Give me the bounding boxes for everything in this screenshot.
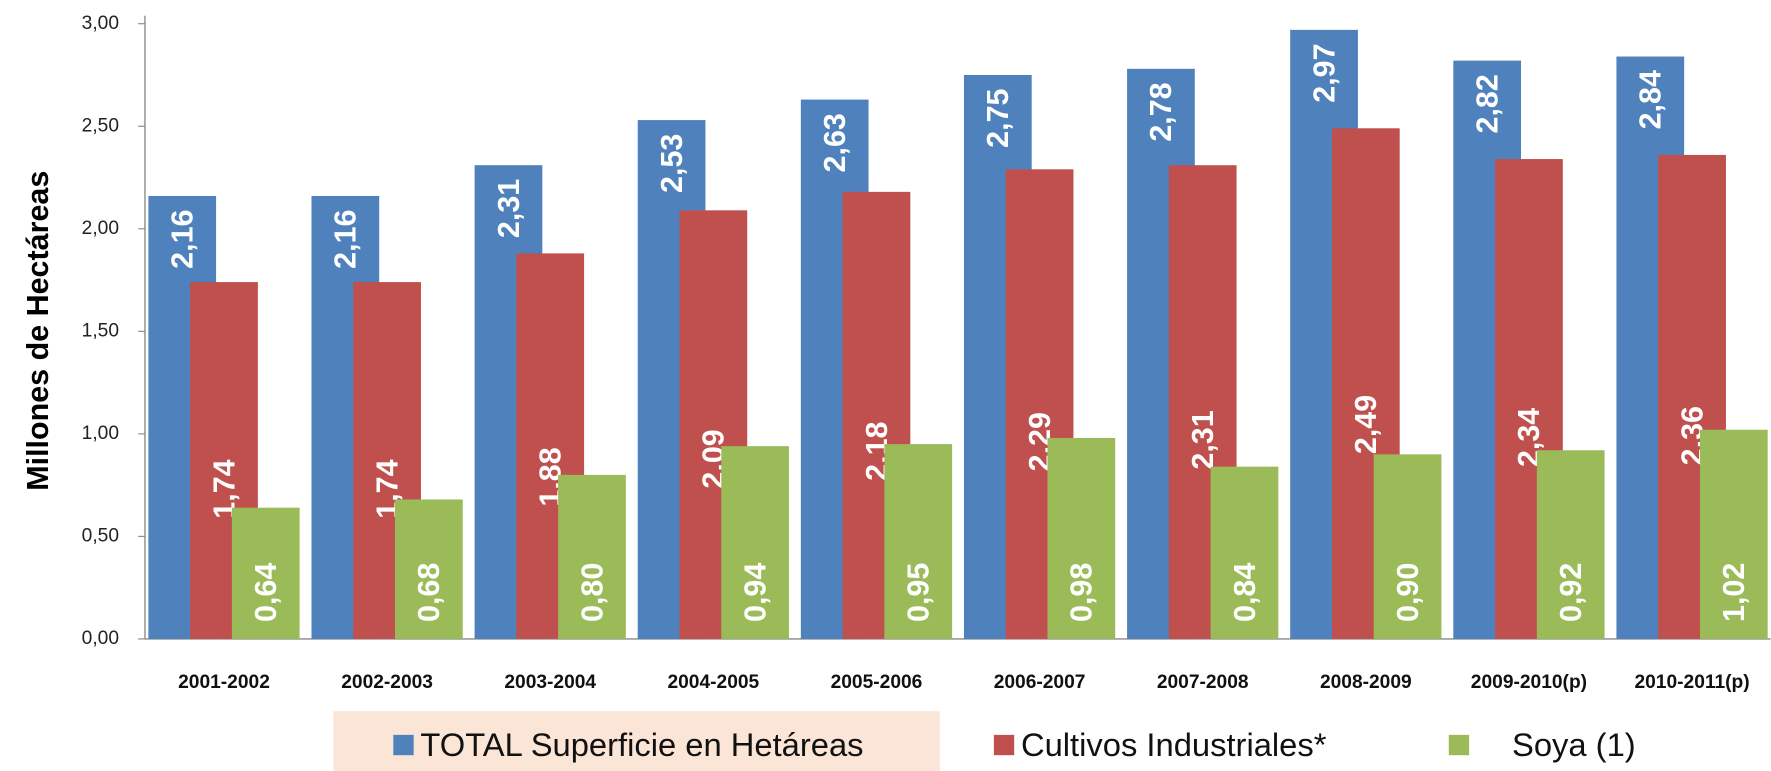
value-label: 0,92 bbox=[1554, 563, 1588, 622]
legend-swatch bbox=[1448, 734, 1470, 756]
value-label: 0,68 bbox=[412, 563, 446, 622]
bar bbox=[558, 474, 626, 639]
bar bbox=[1047, 437, 1116, 639]
value-label: 0,90 bbox=[1391, 563, 1425, 622]
x-tick-label: 2007-2008 bbox=[1157, 672, 1249, 693]
value-label: 0,98 bbox=[1065, 563, 1099, 622]
bar bbox=[395, 499, 463, 639]
y-tick-label: 1,00 bbox=[82, 423, 119, 444]
x-tick-label: 2004-2005 bbox=[667, 672, 759, 693]
bar bbox=[721, 446, 789, 639]
bar bbox=[1210, 466, 1279, 639]
legend-label: Cultivos Industriales* bbox=[1021, 726, 1327, 763]
y-axis-label: Millones de Hectáreas bbox=[21, 171, 55, 491]
y-tick-label: 2,50 bbox=[82, 115, 119, 136]
value-label: 2,63 bbox=[818, 113, 852, 172]
x-tick-label: 2005-2006 bbox=[831, 672, 923, 693]
legend-swatch bbox=[993, 734, 1015, 756]
value-label: 2,82 bbox=[1470, 74, 1504, 133]
x-tick-label: 2008-2009 bbox=[1320, 672, 1412, 693]
value-label: 2,49 bbox=[1349, 395, 1383, 454]
legend-box bbox=[333, 711, 940, 771]
bar bbox=[231, 507, 300, 639]
y-tick-label: 0,00 bbox=[82, 628, 119, 649]
value-label: 0,95 bbox=[902, 563, 936, 622]
x-tick-label: 2006-2007 bbox=[994, 672, 1086, 693]
value-label: 0,84 bbox=[1228, 563, 1262, 622]
value-label: 2,16 bbox=[166, 210, 200, 269]
value-label: 0,80 bbox=[575, 563, 609, 622]
value-label: 0,94 bbox=[738, 563, 772, 622]
y-tick-label: 1,50 bbox=[82, 320, 119, 341]
y-tick-label: 3,00 bbox=[82, 13, 119, 34]
bar bbox=[1699, 429, 1768, 639]
y-tick-label: 2,00 bbox=[82, 218, 119, 239]
value-label: 2,31 bbox=[1186, 410, 1220, 469]
x-tick-label: 2002-2003 bbox=[341, 672, 433, 693]
value-label: 2,16 bbox=[329, 210, 363, 269]
value-label: 2,75 bbox=[981, 88, 1015, 147]
value-label: 2,97 bbox=[1307, 43, 1341, 102]
legend-label: Soya (1) bbox=[1512, 726, 1636, 763]
value-label: 2,31 bbox=[492, 179, 526, 238]
value-label: 2,78 bbox=[1144, 82, 1178, 141]
value-label: 1,02 bbox=[1717, 563, 1751, 622]
x-tick-label: 2001-2002 bbox=[178, 672, 270, 693]
x-tick-label: 2009-2010(p) bbox=[1471, 672, 1587, 693]
bar bbox=[884, 444, 953, 639]
bar bbox=[1536, 450, 1605, 639]
bar bbox=[1373, 454, 1442, 639]
legend-label: TOTAL Superficie en Hetáreas bbox=[420, 726, 863, 763]
x-tick-label: 2010-2011(p) bbox=[1634, 672, 1749, 693]
y-tick-label: 0,50 bbox=[82, 525, 119, 546]
value-label: 2,53 bbox=[655, 134, 689, 193]
value-label: 0,64 bbox=[249, 563, 283, 622]
x-tick-label: 2003-2004 bbox=[504, 672, 596, 693]
legend-swatch bbox=[393, 734, 414, 756]
value-label: 2,84 bbox=[1634, 70, 1668, 129]
